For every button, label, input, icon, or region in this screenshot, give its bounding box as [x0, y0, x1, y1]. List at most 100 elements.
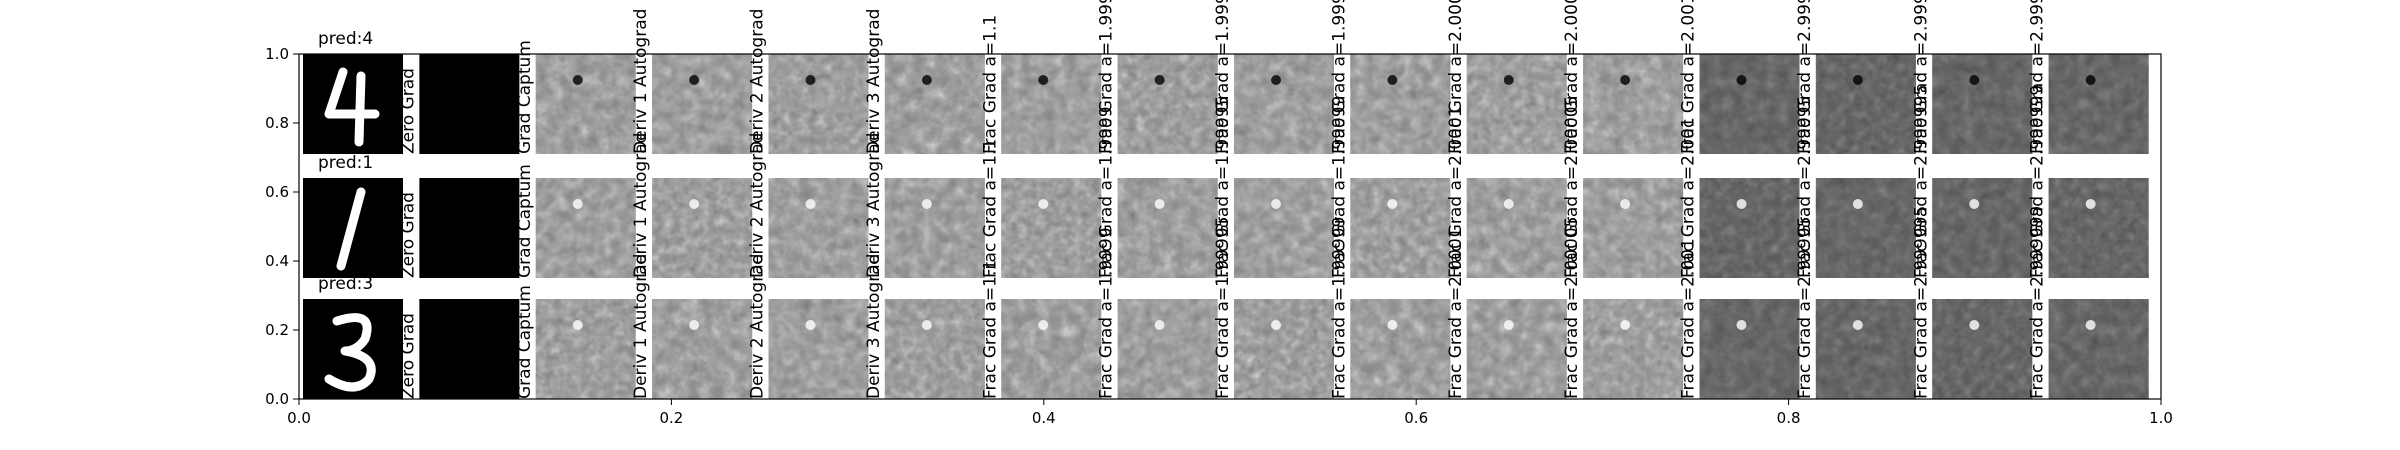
image-cell [1350, 178, 1451, 278]
gradient-map-feature [1503, 199, 1514, 209]
image-cell [1466, 178, 1567, 278]
gradient-map-feature [1271, 199, 1281, 209]
image-cell [1932, 178, 2033, 278]
gradient-map-shade [2048, 299, 2149, 399]
image-cell [2048, 178, 2149, 278]
image-cell [1932, 299, 2033, 399]
gradient-map-texture [652, 178, 753, 278]
zero-grad-image [419, 299, 520, 399]
column-label: Frac Grad a=1.99999 [1329, 217, 1349, 399]
gradient-map-feature [1852, 75, 1863, 85]
gradient-map-feature [1154, 320, 1165, 330]
image-cell [768, 178, 869, 278]
image-cell [419, 299, 520, 399]
gradient-map-texture [1350, 54, 1451, 154]
input-digit-image [303, 54, 403, 154]
image-cell [1001, 178, 1102, 278]
image-cell [1699, 54, 1800, 154]
gradient-map-feature [805, 75, 816, 85]
gradient-map-texture [1583, 54, 1684, 154]
gradient-map-texture [1583, 299, 1684, 399]
gradient-map-texture [535, 178, 636, 278]
image-cell [419, 178, 520, 278]
column-label: Grad Captum [515, 164, 535, 278]
y-tick-label: 0.6 [265, 183, 289, 201]
gradient-map-texture [1350, 178, 1451, 278]
image-cell [2048, 299, 2149, 399]
column-label: Frac Grad a=1.1 [980, 260, 1000, 399]
gradient-map-feature [921, 320, 932, 330]
gradient-map-feature [805, 320, 816, 330]
gradient-map-feature [572, 320, 583, 330]
gradient-map-texture [768, 54, 869, 154]
gradient-map-feature [1387, 320, 1398, 330]
gradient-map-feature [1969, 199, 1980, 209]
zero-grad-image [419, 54, 520, 154]
column-label: Deriv 2 Autograd [748, 9, 768, 154]
gradient-map-texture [768, 178, 869, 278]
gradient-map-feature [921, 199, 932, 209]
gradient-map-feature [921, 75, 932, 85]
image-cell [535, 178, 636, 278]
y-tick-label: 0.4 [265, 252, 289, 270]
gradient-map-texture [1699, 178, 1800, 278]
column-label: Frac Grad a=2.00005 [1562, 0, 1582, 154]
column-label: Grad Captum [515, 40, 535, 154]
gradient-map-feature [1736, 199, 1747, 209]
image-cell [419, 54, 520, 154]
x-tick-label: 0.4 [1032, 409, 1056, 427]
gradient-map-feature [1620, 320, 1631, 330]
gradient-map-texture [1117, 299, 1218, 399]
image-cell [1001, 299, 1102, 399]
gradient-map-texture [1466, 54, 1567, 154]
image-cell [1117, 299, 1218, 399]
image-cell [303, 54, 403, 154]
gradient-map-texture [1583, 178, 1684, 278]
image-cell [1117, 178, 1218, 278]
column-label: Zero Grad [398, 68, 418, 154]
column-label: Grad Captum [515, 285, 535, 399]
image-cell [652, 54, 753, 154]
column-label: Deriv 1 Autograd [631, 133, 651, 278]
column-label: Frac Grad a=2.999999 [2028, 0, 2048, 154]
column-label: Deriv 1 Autograd [631, 254, 651, 399]
gradient-map-shade [1932, 299, 2033, 399]
axes-frame [298, 53, 2162, 400]
image-cell [1583, 299, 1684, 399]
gradient-map-texture [1466, 178, 1567, 278]
x-tick-label: 0.8 [1777, 409, 1801, 427]
image-cell [1117, 54, 1218, 154]
image-cell [1583, 178, 1684, 278]
y-tick-label: 0.2 [265, 321, 289, 339]
gradient-map-shade [1699, 54, 1800, 154]
column-label: Deriv 2 Autograd [748, 254, 768, 399]
gradient-map-texture [1350, 299, 1451, 399]
gradient-map-texture [1932, 299, 2033, 399]
gradient-map-shade [1699, 178, 1800, 278]
column-label: Deriv 3 Autograd [864, 254, 884, 399]
gradient-map-feature [2085, 75, 2096, 85]
gradient-map-feature [1038, 75, 1049, 85]
gradient-map-feature [805, 199, 816, 209]
image-cell [884, 299, 985, 399]
gradient-map-feature [1154, 199, 1165, 209]
column-label: Frac Grad a=2.001 [1679, 0, 1699, 154]
image-cell [652, 299, 753, 399]
column-label: Frac Grad a=2.999995 [1911, 206, 1931, 399]
gradient-map-texture [1815, 178, 1916, 278]
column-label: Frac Grad a=1.1 [980, 15, 1000, 154]
gradient-map-feature [1620, 199, 1631, 209]
column-label: Zero Grad [398, 313, 418, 399]
image-cell [303, 299, 403, 399]
digit-stroke [336, 187, 366, 271]
column-label: Frac Grad a=1.99995 [1213, 96, 1233, 278]
gradient-map-texture [1815, 299, 1916, 399]
image-cell [652, 178, 753, 278]
gradient-map-texture [652, 299, 753, 399]
y-axis-ticks: 0.0 0.2 0.4 0.6 0.8 1.0 [265, 45, 299, 408]
image-cell [1815, 299, 1916, 399]
gradient-map-texture [1932, 54, 2033, 154]
gradient-map-texture [1234, 178, 1334, 278]
gradient-map-feature [689, 75, 700, 85]
